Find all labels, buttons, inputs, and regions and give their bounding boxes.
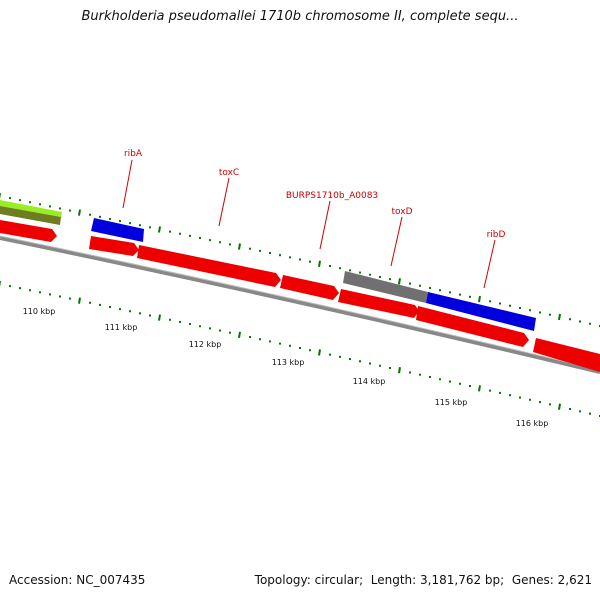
major-tick <box>478 295 481 303</box>
scale-label: 112 kbp <box>189 340 222 349</box>
length-value: 3,181,762 bp <box>420 573 501 587</box>
gray-gene <box>343 271 428 303</box>
map-title: Burkholderia pseudomallei 1710b chromoso… <box>81 9 519 24</box>
major-tick <box>78 297 81 304</box>
gene-arrow <box>533 338 600 372</box>
accession-label: Accession: <box>9 573 73 587</box>
inner-tick-track <box>0 281 600 417</box>
gene-arrow <box>338 289 419 318</box>
gene-arrow <box>89 236 139 256</box>
major-tick <box>158 226 161 233</box>
scale-label: 110 kbp <box>23 307 56 316</box>
major-tick <box>318 349 321 356</box>
accession-info: Accession: NC_007435 <box>9 573 145 587</box>
accession-value: NC_007435 <box>76 573 146 587</box>
major-tick <box>478 385 481 392</box>
gene-arrow <box>416 306 529 347</box>
major-tick <box>318 260 321 268</box>
blue-gene-ribD <box>426 292 536 331</box>
scale-label: 114 kbp <box>353 377 386 386</box>
topology-value: circular <box>314 573 360 587</box>
scale-label: 111 kbp <box>105 323 138 332</box>
gene-arrow <box>280 275 339 300</box>
olive-gene-arrow <box>0 206 61 225</box>
blue-gene-ribA <box>91 218 144 242</box>
genome-summary: Topology: circular; Length: 3,181,762 bp… <box>254 573 592 587</box>
major-tick <box>158 314 161 321</box>
genes-value: 2,621 <box>557 573 592 587</box>
gene-label-toxC: toxC <box>219 168 239 178</box>
length-label: Length: <box>370 573 417 587</box>
gene-label-toxD: toxD <box>391 207 412 217</box>
scale-label: 113 kbp <box>272 358 305 367</box>
scale-label: 116 kbp <box>516 419 549 428</box>
major-tick <box>238 331 241 339</box>
major-tick <box>78 209 81 216</box>
gene-label-burps: BURPS1710b_A0083 <box>286 191 378 201</box>
major-tick <box>558 313 561 321</box>
major-tick <box>398 278 401 285</box>
gene-arrow <box>137 245 281 287</box>
gene-arrow <box>0 220 57 242</box>
major-tick <box>238 243 241 250</box>
gene-label-ribD: ribD <box>487 230 506 240</box>
gene-label-ribA: ribA <box>124 149 143 159</box>
major-tick <box>398 367 401 374</box>
major-tick <box>558 403 561 410</box>
genes-label: Genes: <box>511 573 554 587</box>
outer-tick-track <box>0 193 600 327</box>
backbone-line <box>0 236 600 374</box>
lime-gene-arrow <box>0 200 62 217</box>
topology-label: Topology: <box>254 573 311 587</box>
scale-label: 115 kbp <box>435 398 468 407</box>
